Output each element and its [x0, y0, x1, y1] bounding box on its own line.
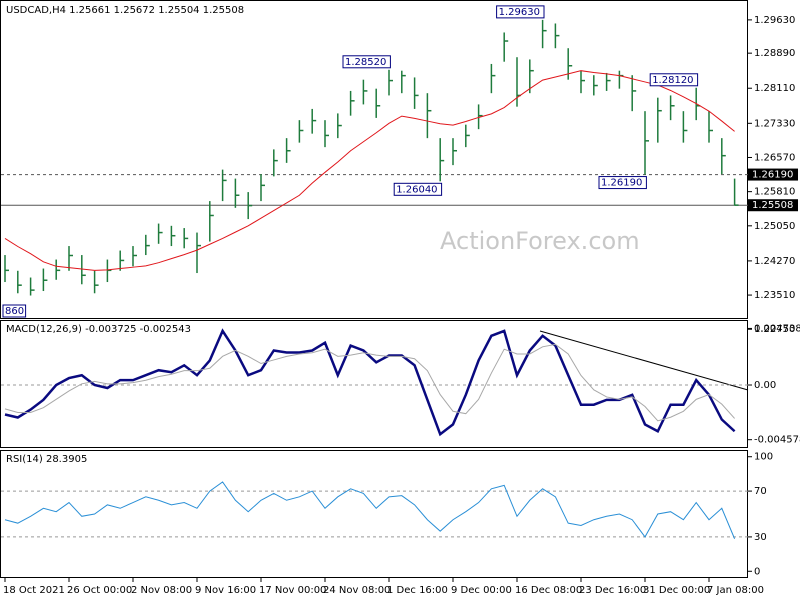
price-label-box	[748, 199, 798, 212]
y-tick-label: 1.28110	[754, 83, 795, 94]
x-tick-label: 24 Nov 08:00	[323, 585, 390, 596]
y-tick-label: 1.29630	[754, 15, 795, 26]
x-tick-label: 16 Dec 08:00	[515, 585, 582, 596]
y-tick-label: 0	[754, 566, 760, 577]
annotation-box	[649, 73, 699, 87]
y-tick-label: 70	[754, 486, 767, 497]
macd-panel	[0, 320, 748, 448]
watermark: ActionForex.com	[440, 227, 640, 255]
y-tick-label: 30	[754, 532, 767, 543]
annotation-box	[393, 182, 443, 196]
x-tick-label: 7 Jan 08:00	[707, 585, 764, 596]
x-tick-label: 2 Nov 08:00	[131, 585, 192, 596]
x-tick-label: 26 Oct 00:00	[67, 585, 132, 596]
y-tick-label: 1.22750	[754, 324, 795, 335]
rsi-panel	[0, 450, 748, 578]
macd-title: MACD(12,26,9) -0.003725 -0.002543	[6, 324, 191, 335]
y-tick-label: 1.25810	[754, 187, 795, 198]
annotation: 860	[5, 306, 24, 317]
price-label-box	[748, 168, 798, 181]
annotation: 1.28120	[652, 75, 693, 86]
indicator-line	[4, 343, 735, 422]
annotation: 1.29630	[499, 7, 540, 18]
y-tick-label: -0.004578	[754, 435, 800, 446]
price-title: USDCAD,H4 1.25661 1.25672 1.25504 1.2550…	[6, 5, 244, 16]
moving-average	[4, 70, 735, 271]
annotation-box	[496, 5, 545, 19]
x-tick-label: 9 Dec 00:00	[451, 585, 512, 596]
trend-line	[539, 330, 749, 391]
y-tick-label: 1.26570	[754, 152, 795, 163]
x-tick-label: 17 Nov 00:00	[259, 585, 326, 596]
y-tick-label: 1.27330	[754, 118, 795, 129]
x-tick-label: 18 Oct 2021	[3, 585, 65, 596]
annotation-box	[342, 55, 391, 69]
y-tick-label: 1.25050	[754, 221, 795, 232]
annotation: 1.28520	[345, 57, 386, 68]
y-tick-label: 100	[754, 452, 773, 463]
y-tick-label: 0.00	[754, 380, 776, 391]
x-tick-label: 31 Dec 00:00	[643, 585, 710, 596]
x-tick-label: 1 Dec 16:00	[387, 585, 448, 596]
x-tick-label: 9 Nov 16:00	[195, 585, 256, 596]
indicator-line	[4, 481, 736, 539]
price-panel	[0, 0, 748, 319]
price-label: 1.26190	[752, 170, 793, 181]
price-label: 1.25508	[752, 200, 793, 211]
x-tick-label: 23 Dec 16:00	[579, 585, 646, 596]
y-tick-label: 1.24270	[754, 256, 795, 267]
annotation-box	[2, 304, 27, 318]
y-tick-label: 0.004738	[754, 323, 800, 334]
annotation: 1.26040	[396, 184, 437, 195]
annotation: 1.26190	[601, 178, 642, 189]
indicator-line	[4, 328, 736, 437]
rsi-title: RSI(14) 28.3905	[6, 454, 87, 465]
annotation-box	[598, 176, 647, 190]
y-tick-label: 1.28890	[754, 48, 795, 59]
y-tick-label: 1.23510	[754, 290, 795, 301]
